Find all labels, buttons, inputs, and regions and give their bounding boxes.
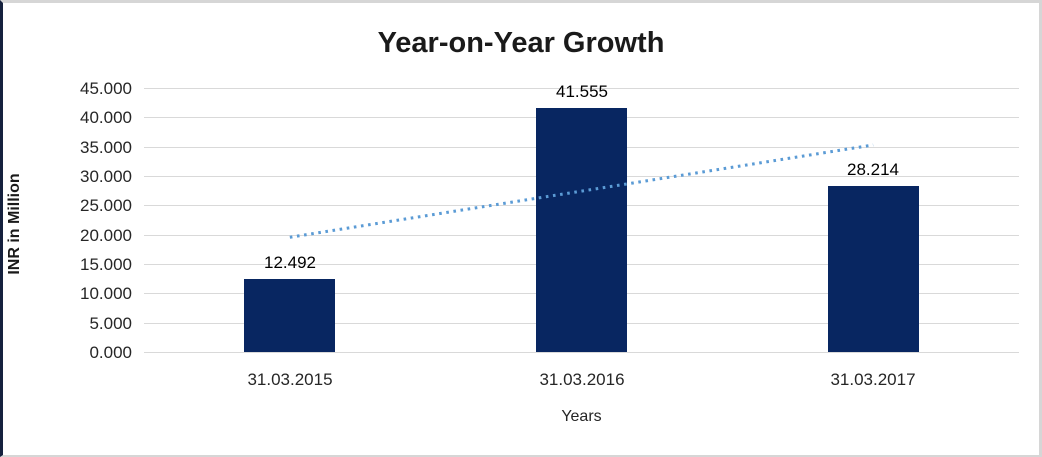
y-axis-tick-label: 35.000 bbox=[80, 138, 132, 157]
y-axis-tick-label: 25.000 bbox=[80, 196, 132, 215]
x-axis-tick-label: 31.03.2016 bbox=[539, 370, 625, 389]
y-axis-tick-label: 0.000 bbox=[89, 343, 132, 362]
bar-value-label: 41.555 bbox=[556, 82, 608, 101]
bar-value-label: 12.492 bbox=[264, 253, 316, 272]
y-axis-tick-label: 5.000 bbox=[89, 314, 132, 333]
bar bbox=[536, 108, 627, 352]
y-axis-tick-label: 30.000 bbox=[80, 167, 132, 186]
x-axis-tick-label: 31.03.2015 bbox=[247, 370, 333, 389]
plot-area: 45.000 40.000 35.000 30.000 25.000 20.000 15.0… bbox=[3, 3, 1039, 455]
x-axis-tick-label: 31.03.2017 bbox=[830, 370, 916, 389]
y-axis-tick-label: 10.000 bbox=[80, 284, 132, 303]
bar bbox=[828, 186, 919, 352]
y-axis-tick-label: 45.000 bbox=[80, 79, 132, 98]
y-axis-tick-label: 20.000 bbox=[80, 226, 132, 245]
y-axis-tick-label: 15.000 bbox=[80, 255, 132, 274]
gridline bbox=[144, 352, 1019, 353]
chart-title: Year-on-Year Growth bbox=[377, 27, 665, 59]
bar-value-label: 28.214 bbox=[847, 160, 899, 179]
y-axis-tick-label: 40.000 bbox=[80, 108, 132, 127]
bar bbox=[244, 279, 335, 352]
gridline bbox=[144, 88, 1019, 89]
x-axis-title: Years bbox=[561, 408, 602, 425]
